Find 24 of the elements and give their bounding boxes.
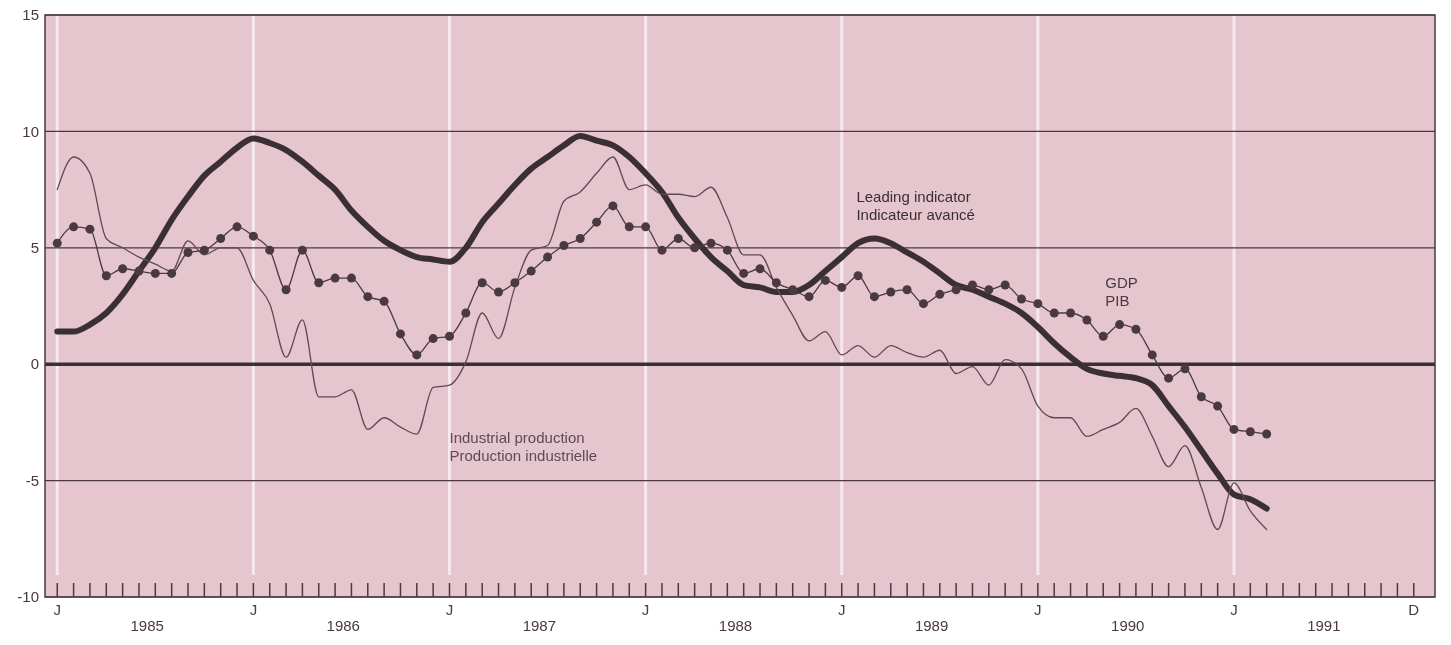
x-tick-label: J — [445, 601, 454, 618]
x-tick-label: J — [1034, 601, 1042, 618]
y-tick-label: 5 — [30, 239, 39, 257]
series-label: Industrial production Production industrielle — [449, 429, 598, 465]
x-tick-label: J — [53, 601, 62, 618]
y-tick-label: 10 — [22, 122, 39, 140]
text: 1990 — [1111, 617, 1145, 634]
x-tick-label: J — [837, 601, 846, 618]
text: 1985 — [130, 617, 164, 634]
text: 1987 — [522, 617, 557, 634]
y-tick-label: 0 — [30, 355, 39, 373]
x-tick-label: J — [641, 601, 650, 618]
text: 1988 — [718, 617, 753, 634]
text: 1986 — [326, 617, 360, 634]
x-tick-label: J — [1230, 601, 1238, 618]
x-tick-label: J — [249, 601, 258, 618]
text: 1989 — [914, 617, 949, 634]
y-tick-label: 15 — [22, 6, 39, 24]
series-label: GDP PIB — [1105, 274, 1138, 310]
text: 1991 — [1307, 617, 1341, 634]
y-tick-label: -10 — [17, 588, 39, 606]
y-tick-label: -5 — [25, 471, 39, 489]
x-tick-label: D — [1408, 601, 1420, 618]
series-label: Leading indicator Indicateur avancé — [856, 188, 975, 224]
